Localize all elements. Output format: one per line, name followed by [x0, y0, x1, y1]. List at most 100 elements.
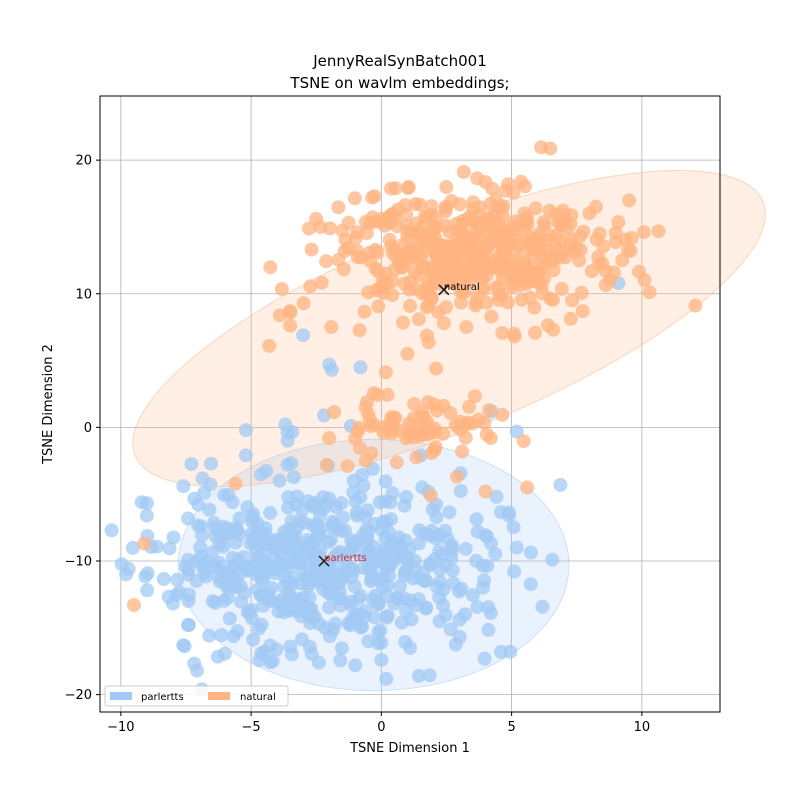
- point-natural: [296, 296, 311, 311]
- point-natural: [528, 325, 543, 340]
- point-parlertts: [353, 548, 368, 563]
- point-natural: [554, 281, 569, 296]
- point-natural: [546, 292, 560, 307]
- plot-frame: [99, 95, 721, 713]
- point-natural: [468, 298, 483, 313]
- point-parlertts: [301, 494, 316, 509]
- point-natural: [495, 326, 510, 340]
- point-natural: [436, 316, 451, 331]
- point-natural: [370, 245, 385, 260]
- x-tick-label: 10: [634, 720, 651, 735]
- point-natural: [478, 175, 493, 190]
- point-parlertts: [488, 546, 503, 561]
- point-parlertts: [348, 494, 363, 509]
- point-parlertts: [176, 479, 191, 494]
- chart-title: JennyRealSynBatch001: [312, 52, 487, 70]
- point-natural: [440, 247, 455, 261]
- point-parlertts: [166, 530, 181, 545]
- point-natural: [423, 488, 438, 503]
- point-natural: [500, 295, 515, 310]
- point-parlertts: [233, 579, 248, 594]
- point-parlertts: [281, 500, 296, 515]
- point-parlertts: [198, 558, 213, 573]
- point-parlertts: [181, 552, 196, 567]
- point-natural: [319, 254, 334, 269]
- point-natural: [303, 279, 318, 294]
- point-parlertts: [356, 478, 371, 493]
- point-natural: [507, 326, 522, 341]
- point-natural: [462, 236, 476, 251]
- point-natural: [536, 215, 551, 230]
- point-parlertts: [283, 639, 298, 654]
- point-parlertts: [289, 552, 304, 567]
- point-natural: [397, 276, 412, 291]
- point-parlertts: [210, 649, 225, 664]
- point-natural: [389, 455, 404, 470]
- point-parlertts: [442, 505, 457, 520]
- point-parlertts: [553, 477, 568, 492]
- point-parlertts: [228, 535, 243, 550]
- point-natural: [395, 260, 410, 275]
- point-natural: [137, 536, 152, 551]
- point-parlertts: [361, 524, 376, 539]
- point-parlertts: [181, 618, 195, 632]
- point-natural: [324, 320, 339, 334]
- point-parlertts: [429, 510, 444, 525]
- point-parlertts: [452, 612, 467, 627]
- point-natural: [370, 387, 385, 402]
- point-natural: [304, 242, 319, 257]
- point-parlertts: [324, 362, 339, 377]
- point-parlertts: [284, 528, 299, 543]
- point-parlertts: [280, 433, 295, 448]
- point-natural: [449, 469, 464, 484]
- point-parlertts: [481, 622, 496, 637]
- point-parlertts: [140, 566, 155, 581]
- point-natural: [352, 323, 367, 338]
- point-parlertts: [272, 473, 287, 488]
- legend-swatch-natural: [208, 692, 230, 700]
- point-parlertts: [264, 594, 278, 609]
- point-parlertts: [214, 628, 229, 642]
- point-parlertts: [374, 635, 389, 650]
- point-natural: [454, 295, 468, 310]
- point-parlertts: [360, 503, 375, 518]
- point-parlertts: [503, 644, 518, 659]
- point-parlertts: [334, 641, 349, 656]
- point-natural: [592, 226, 607, 241]
- point-natural: [428, 260, 443, 275]
- point-natural: [385, 288, 400, 302]
- point-natural: [588, 199, 603, 214]
- centroid-label: parlertts: [324, 553, 367, 564]
- point-natural: [322, 431, 337, 446]
- point-natural: [528, 274, 543, 289]
- point-parlertts: [422, 668, 437, 683]
- centroid-parlertts: parlertts: [318, 553, 367, 567]
- point-parlertts: [139, 508, 154, 523]
- point-parlertts: [333, 653, 348, 668]
- point-natural: [309, 211, 324, 226]
- y-tick-label: 0: [84, 421, 92, 436]
- point-parlertts: [302, 639, 317, 654]
- point-natural: [467, 389, 482, 404]
- point-parlertts: [483, 606, 498, 621]
- point-parlertts: [334, 496, 349, 511]
- point-parlertts: [220, 521, 235, 536]
- point-natural: [403, 298, 418, 313]
- point-natural: [460, 268, 475, 283]
- point-natural: [314, 275, 329, 290]
- point-natural: [384, 181, 398, 196]
- point-natural: [598, 278, 613, 293]
- point-parlertts: [545, 552, 560, 567]
- point-natural: [637, 273, 652, 287]
- point-natural: [651, 224, 666, 239]
- point-natural: [358, 453, 373, 468]
- point-parlertts: [161, 589, 176, 604]
- point-parlertts: [446, 576, 461, 591]
- point-parlertts: [344, 569, 359, 584]
- point-parlertts: [195, 471, 210, 486]
- point-parlertts: [523, 577, 538, 592]
- point-parlertts: [257, 644, 272, 659]
- x-tick-label: −5: [242, 720, 261, 735]
- point-natural: [283, 304, 298, 319]
- point-natural: [478, 484, 493, 499]
